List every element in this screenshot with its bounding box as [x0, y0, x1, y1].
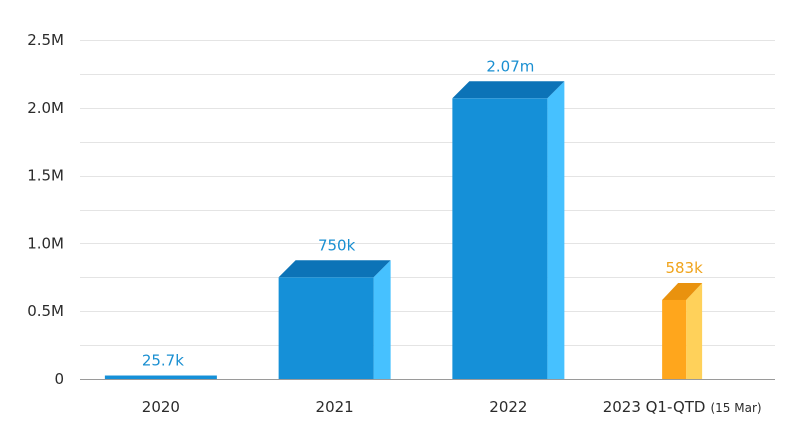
- category-label: 2020: [142, 398, 180, 416]
- y-tick-label: 1.5M: [27, 167, 64, 185]
- bar-front-face: [104, 375, 217, 379]
- grid-lines: [80, 40, 775, 380]
- category-name: 2021: [316, 398, 354, 416]
- bar-side-face: [373, 260, 391, 379]
- category-name: 2023 Q1-QTD: [603, 398, 706, 416]
- category-label: 2022: [489, 398, 527, 416]
- bar-side-face: [547, 81, 565, 380]
- bar-3: [662, 282, 703, 379]
- bar-front-face: [662, 299, 687, 379]
- y-tick-label: 2.0M: [27, 99, 64, 117]
- bar-2: [452, 81, 565, 380]
- y-tick-label: 0.5M: [27, 302, 64, 320]
- y-tick-label: 1.0M: [27, 234, 64, 252]
- bar-top-face: [662, 282, 703, 300]
- value-label: 583k: [665, 259, 703, 277]
- value-labels: 25.7k 750k 2.07m 583k: [142, 57, 703, 369]
- category-label: 2023 Q1-QTD (15 Mar): [603, 398, 762, 416]
- x-axis-category-labels: 2020 2021 2022 2023 Q1-QTD (15 Mar): [142, 398, 762, 416]
- bar-front-face: [452, 98, 548, 380]
- bar-side-face: [686, 282, 703, 379]
- bars: [104, 81, 703, 380]
- value-label: 25.7k: [142, 352, 184, 370]
- value-label: 750k: [318, 236, 356, 254]
- y-tick-label: 2.5M: [27, 31, 64, 49]
- bar-0: [104, 375, 217, 379]
- category-name: 2022: [489, 398, 527, 416]
- y-tick-label: 0: [54, 370, 64, 388]
- y-axis-tick-labels: 0 0.5M 1.0M 1.5M 2.0M 2.5M: [27, 31, 64, 388]
- bar-top-face: [452, 81, 565, 99]
- value-label: 2.07m: [486, 57, 534, 75]
- category-name: 2020: [142, 398, 180, 416]
- category-note: (15 Mar): [710, 401, 761, 415]
- bar-top-face: [278, 260, 391, 278]
- category-label: 2021: [316, 398, 354, 416]
- bar-front-face: [278, 277, 374, 379]
- bar-1: [278, 260, 391, 379]
